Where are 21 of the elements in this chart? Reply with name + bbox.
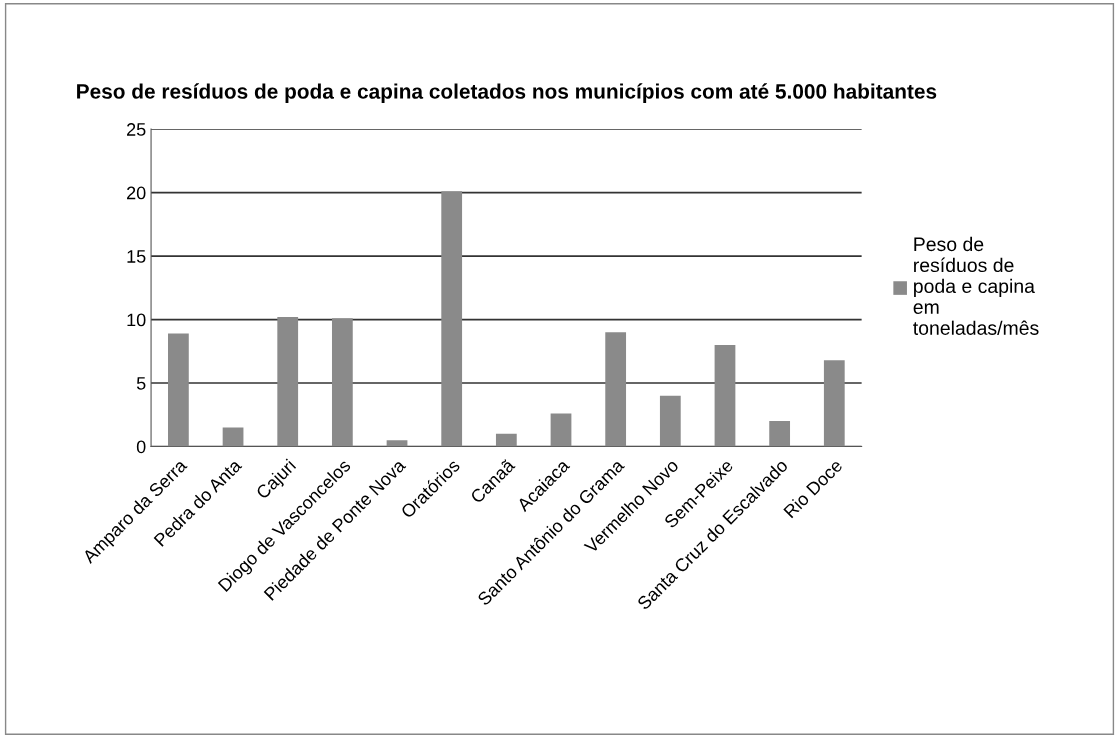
bar bbox=[495, 433, 517, 447]
bar bbox=[769, 421, 791, 447]
bar bbox=[222, 427, 244, 447]
chart-title: Peso de resíduos de poda e capina coletados nos municípios com até 5.000 habitantes bbox=[77, 83, 937, 103]
bar bbox=[168, 333, 189, 447]
y-tick-label: 5 bbox=[136, 377, 146, 390]
bar bbox=[605, 332, 627, 447]
bar bbox=[441, 191, 463, 447]
bar bbox=[386, 440, 408, 447]
bar bbox=[550, 413, 572, 447]
bar bbox=[659, 395, 681, 447]
bar bbox=[823, 360, 845, 447]
bar bbox=[277, 317, 299, 447]
y-tick-label: 20 bbox=[127, 186, 146, 200]
y-tick-label: 25 bbox=[127, 123, 146, 136]
y-tick-label: 10 bbox=[127, 313, 146, 327]
bar bbox=[714, 344, 736, 447]
y-tick-label: 15 bbox=[127, 250, 146, 263]
legend-label: Peso de resíduos de poda e capina em toneladas/mês bbox=[913, 236, 1039, 335]
bar bbox=[331, 318, 353, 447]
y-tick-label: 0 bbox=[136, 440, 146, 454]
